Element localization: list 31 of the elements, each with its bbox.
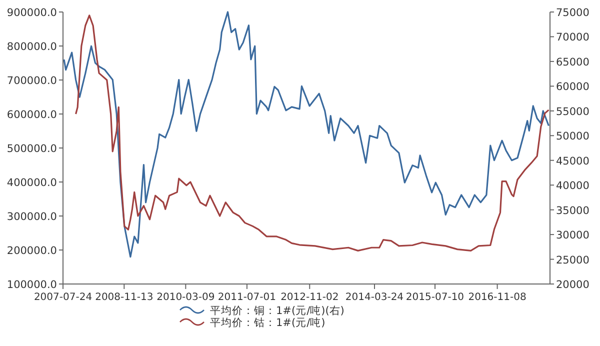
y-tick-label: 900000.0 bbox=[6, 7, 57, 19]
x-tick-label: 2015-07-10 bbox=[406, 292, 464, 303]
y2-tick-label: 20000 bbox=[556, 279, 590, 291]
y2-tick-label: 35000 bbox=[556, 204, 590, 217]
x-tick-label: 2011-07-01 bbox=[218, 292, 276, 303]
y2-tick-label: 25000 bbox=[556, 254, 590, 266]
y2-tick-label: 45000 bbox=[556, 155, 590, 168]
y2-tick-label: 65000 bbox=[556, 56, 590, 68]
legend-label: 平均价：钴：1#(元/吨) bbox=[210, 316, 326, 329]
y-tick-label: 800000.0 bbox=[6, 41, 57, 53]
y2-tick-label: 30000 bbox=[556, 230, 590, 242]
x-tick-label: 2014-03-24 bbox=[345, 292, 404, 303]
y2-tick-label: 75000 bbox=[556, 7, 590, 19]
x-tick-label: 2007-07-24 bbox=[34, 292, 92, 303]
y-tick-label: 300000.0 bbox=[6, 211, 57, 223]
y-tick-label: 600000.0 bbox=[6, 109, 57, 121]
y2-tick-label: 40000 bbox=[556, 180, 590, 192]
x-tick-label: 2016-11-08 bbox=[468, 292, 526, 303]
y2-tick-label: 60000 bbox=[556, 81, 590, 94]
y-tick-label: 400000.0 bbox=[6, 177, 57, 189]
y-tick-label: 200000.0 bbox=[6, 245, 57, 257]
y2-tick-label: 70000 bbox=[556, 32, 590, 44]
y-tick-label: 700000.0 bbox=[6, 75, 57, 87]
x-tick-label: 2010-03-09 bbox=[156, 292, 215, 303]
y-tick-label: 500000.0 bbox=[6, 143, 57, 155]
x-tick-label: 2008-11-13 bbox=[95, 292, 154, 303]
y2-tick-label: 55000 bbox=[556, 106, 590, 118]
y2-tick-label: 50000 bbox=[556, 130, 590, 143]
x-tick-label: 2012-11-02 bbox=[280, 292, 339, 303]
y-tick-label: 100000.0 bbox=[6, 279, 57, 291]
legend-label: 平均价：铜：1#(元/吨)(右) bbox=[210, 304, 344, 317]
